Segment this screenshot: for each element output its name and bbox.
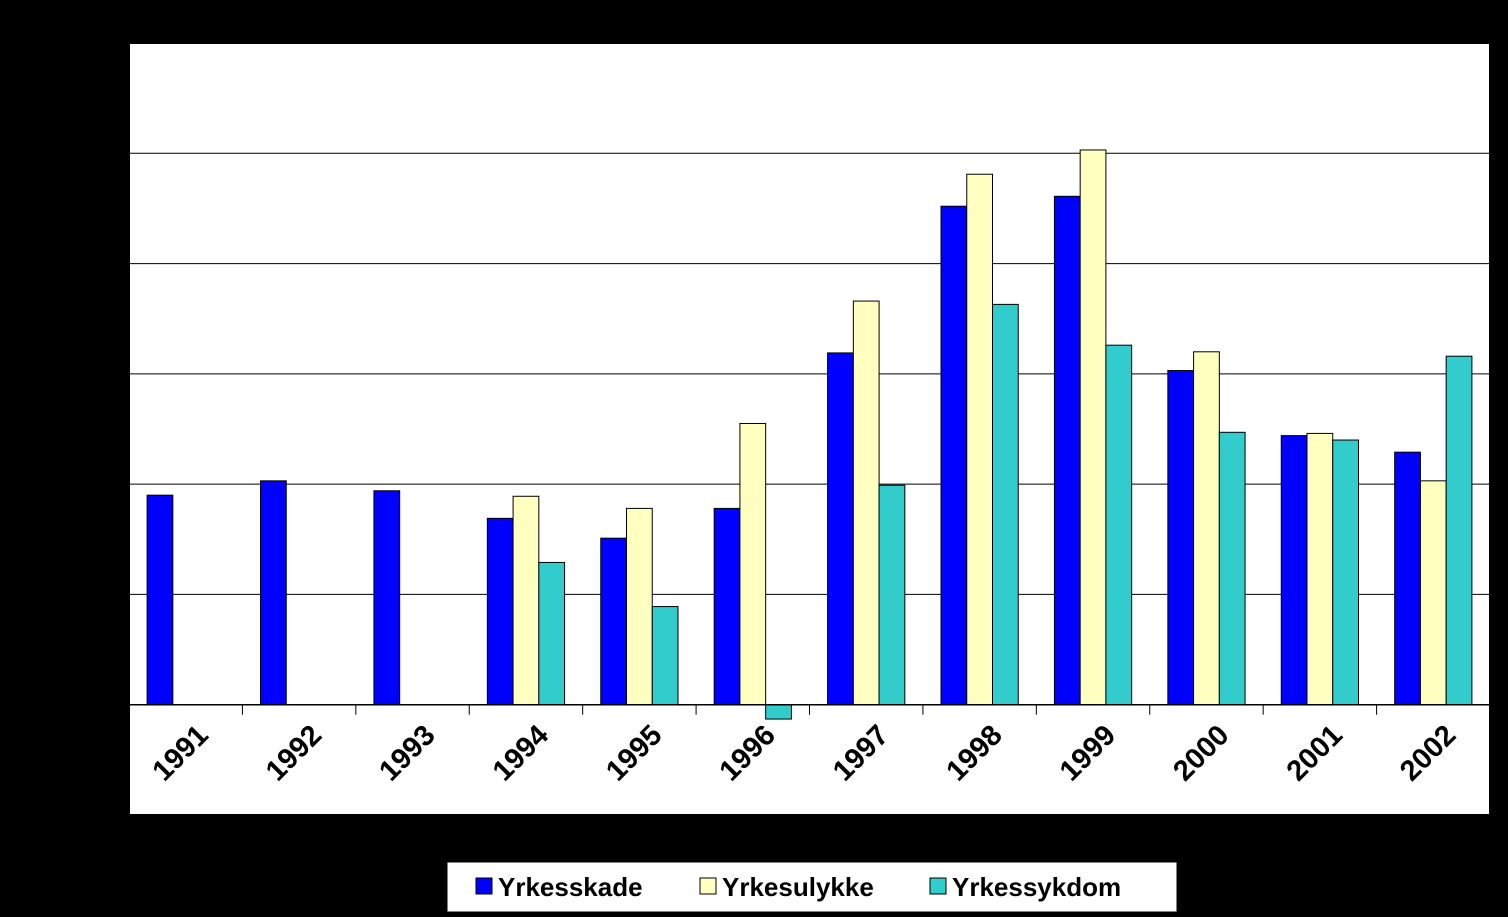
bar: [1280, 435, 1308, 706]
legend-swatch: [699, 877, 717, 895]
bar: [600, 537, 628, 706]
legend-swatch: [929, 877, 947, 895]
bar: [626, 507, 653, 706]
bar: [713, 507, 741, 706]
bar: [1445, 355, 1473, 706]
bar: [651, 606, 679, 706]
y-tick-label: 4: [111, 254, 121, 274]
bar: [146, 494, 174, 706]
bar: [739, 422, 767, 706]
plot-area: [128, 42, 1491, 816]
bar: [1105, 344, 1133, 706]
bar: [486, 517, 514, 706]
bar: [373, 490, 401, 706]
bar: [1419, 480, 1447, 706]
bar: [260, 480, 287, 706]
bar: [1193, 351, 1220, 706]
bar: [1394, 451, 1421, 706]
y-tick-label: 2: [111, 474, 121, 494]
bar: [1306, 432, 1334, 706]
legend-box: [446, 861, 1178, 913]
bar: [1332, 439, 1359, 706]
bar: [966, 173, 993, 706]
legend-label: Yrkesskade: [498, 872, 643, 902]
bar: [940, 205, 968, 706]
legend-swatch: [475, 877, 493, 895]
bar: [991, 303, 1019, 706]
y-tick-label: 3: [111, 364, 121, 384]
bar: [1053, 195, 1081, 706]
bar: [512, 495, 540, 706]
bar: [1167, 370, 1195, 706]
bar: [1079, 149, 1107, 706]
legend-label: Yrkessykdom: [952, 872, 1121, 902]
bar: [1218, 431, 1246, 706]
legend-label: Yrkesulykke: [722, 872, 874, 902]
y-tick-label: 1: [111, 584, 121, 604]
bar: [538, 561, 566, 706]
bar: [878, 484, 906, 706]
bar: [852, 300, 880, 706]
y-tick-label: 0: [111, 695, 121, 715]
y-tick-label: 5: [111, 143, 121, 163]
bar: [827, 352, 854, 706]
bar: [765, 704, 792, 720]
